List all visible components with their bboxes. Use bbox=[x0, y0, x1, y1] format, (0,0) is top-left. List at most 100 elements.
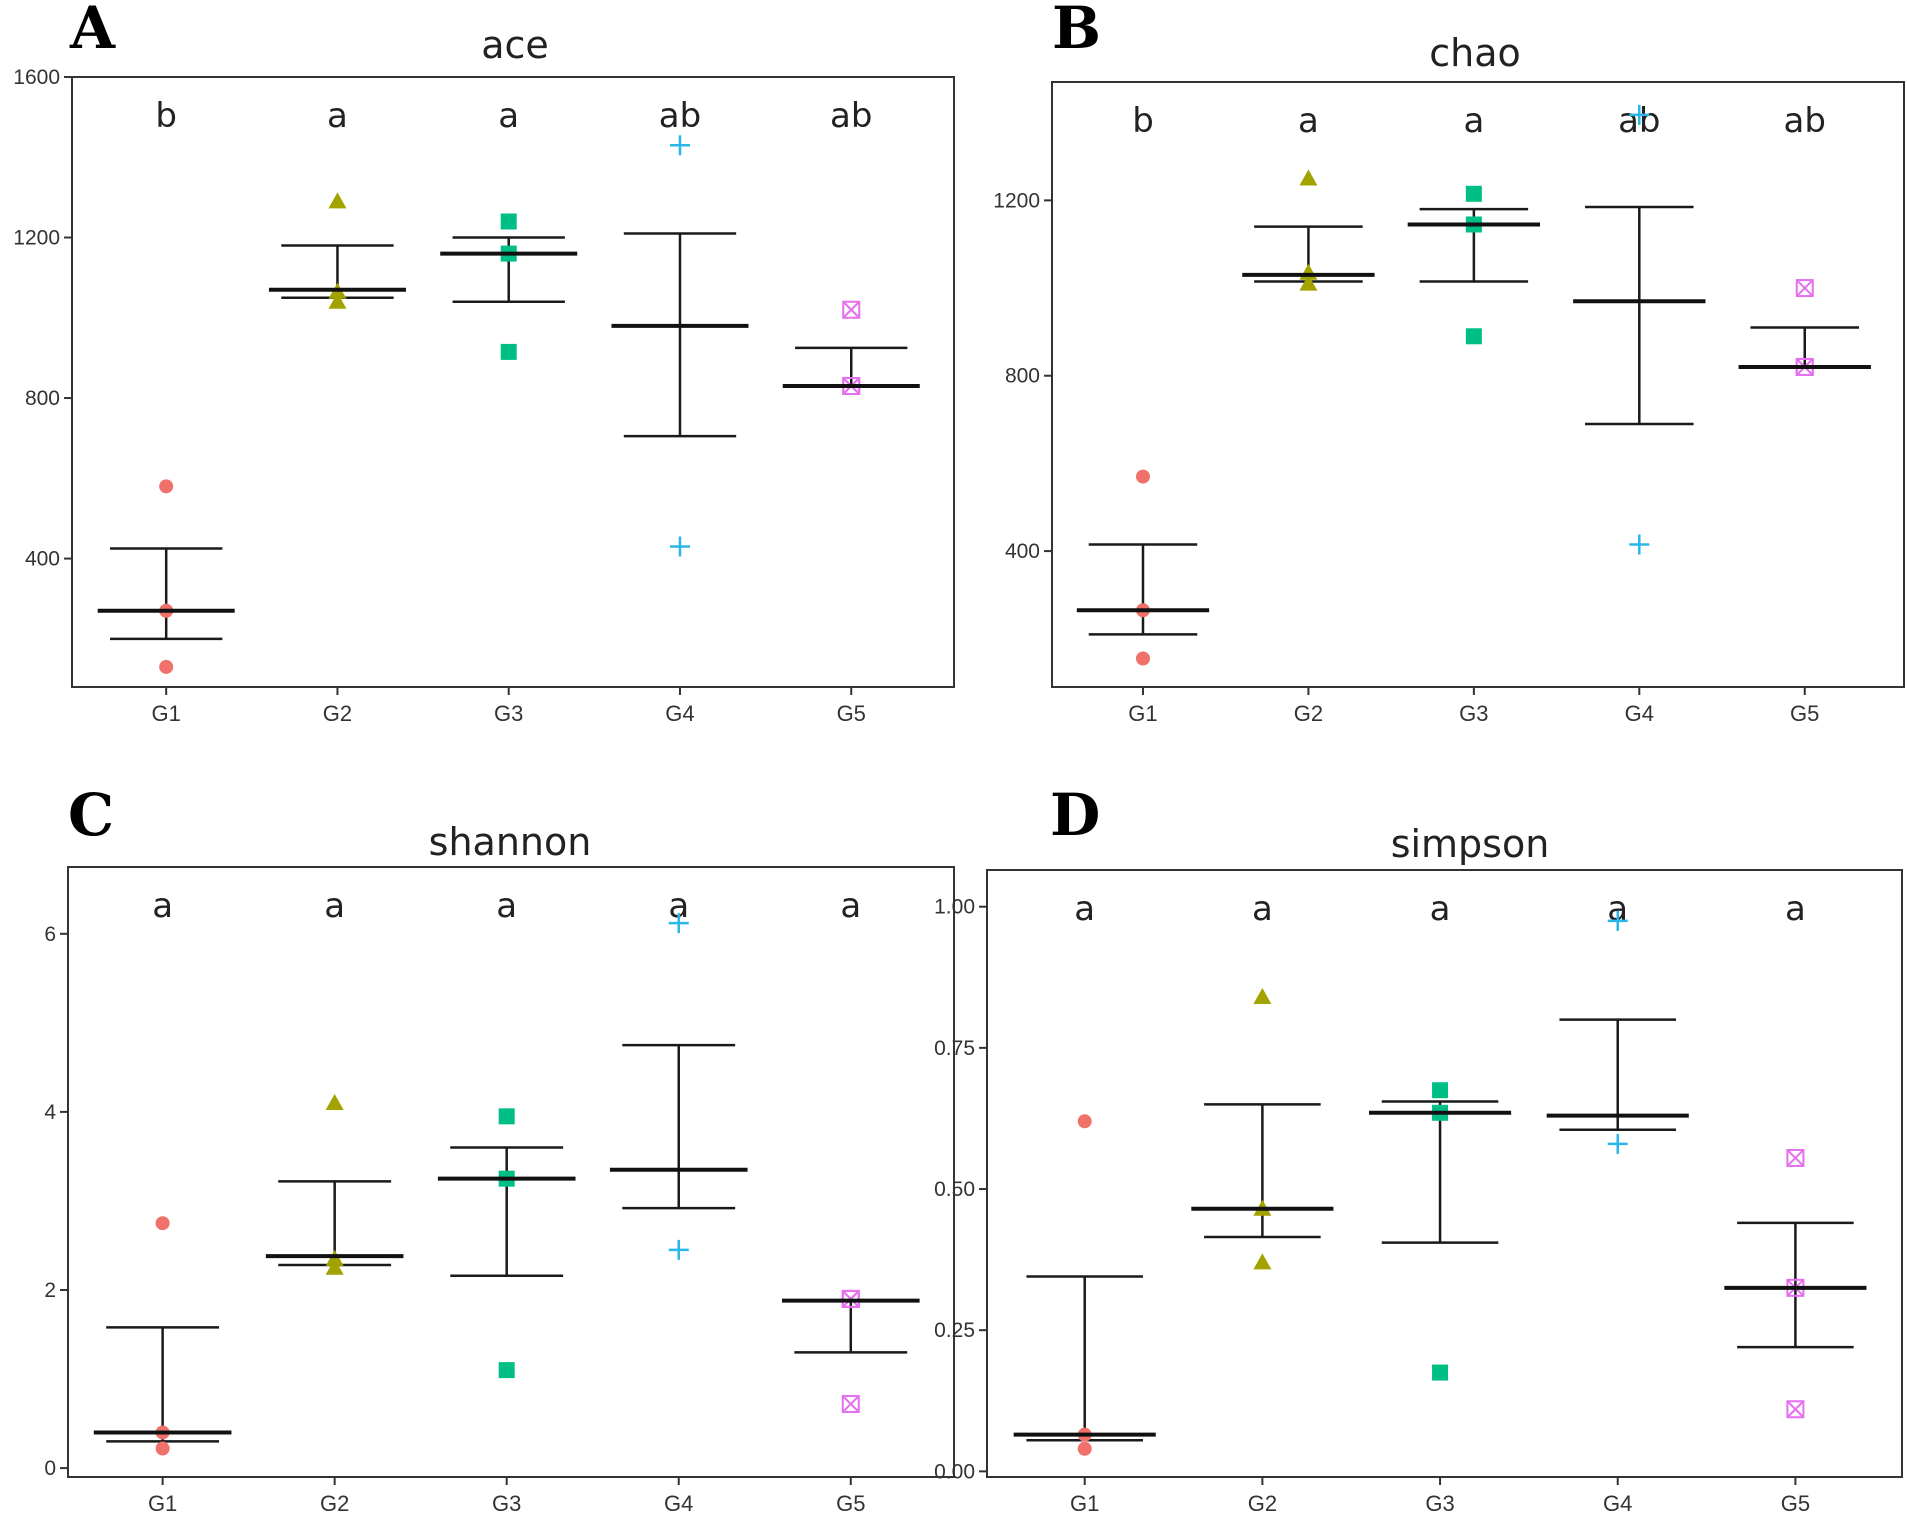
significance-letter: a bbox=[496, 886, 517, 926]
data-point-g5-box bbox=[1786, 1148, 1805, 1167]
significance-letter: a bbox=[1298, 101, 1319, 141]
data-point-g5-cross bbox=[842, 1395, 860, 1413]
data-point-g2 bbox=[325, 1258, 344, 1275]
x-tick-label: G3 bbox=[494, 701, 523, 726]
significance-letter: a bbox=[498, 96, 519, 136]
significance-letter: b bbox=[155, 96, 177, 136]
data-point-g1 bbox=[155, 1216, 170, 1231]
data-point-g3 bbox=[500, 213, 517, 230]
panel-letter: A bbox=[69, 0, 116, 62]
panel-letter: B bbox=[1052, 0, 1101, 62]
significance-letter: a bbox=[327, 96, 348, 136]
data-point-g5 bbox=[1786, 1400, 1805, 1419]
data-point-g4 bbox=[668, 1239, 689, 1260]
panel-letter: D bbox=[1050, 781, 1100, 849]
data-point-g1 bbox=[1135, 651, 1150, 666]
data-point-g2 bbox=[1253, 988, 1272, 1005]
data-point-g1 bbox=[155, 1441, 170, 1456]
data-point-g5-box bbox=[842, 300, 861, 319]
panel-title: ace bbox=[481, 23, 549, 67]
panel-title: simpson bbox=[1391, 822, 1550, 866]
significance-letter: a bbox=[1785, 889, 1806, 929]
data-point-g5-cross bbox=[842, 301, 860, 319]
plot-frame bbox=[986, 869, 1903, 1478]
y-tick-label: 1.00 bbox=[934, 896, 975, 919]
data-point-g5-cross bbox=[1796, 279, 1814, 297]
data-point-g1 bbox=[1135, 469, 1150, 484]
data-point-g3 bbox=[1432, 1364, 1449, 1381]
y-tick-label: 0.50 bbox=[934, 1178, 975, 1201]
x-tick-label: G1 bbox=[1128, 701, 1157, 726]
data-point-g2 bbox=[1299, 274, 1318, 291]
y-tick-label: 1600 bbox=[13, 66, 60, 89]
data-point-g3 bbox=[1465, 328, 1482, 345]
x-tick-label: G2 bbox=[1248, 1491, 1277, 1515]
data-point-g3 bbox=[500, 343, 517, 360]
plot-frame bbox=[67, 866, 955, 1478]
y-tick-label: 0.75 bbox=[934, 1037, 975, 1060]
significance-letter: a bbox=[324, 886, 345, 926]
y-tick-label: 6 bbox=[44, 923, 56, 946]
panel-title: shannon bbox=[429, 820, 592, 864]
x-tick-label: G3 bbox=[492, 1491, 521, 1515]
data-point-g1 bbox=[1077, 1441, 1092, 1456]
significance-letter: a bbox=[668, 886, 689, 926]
x-tick-label: G1 bbox=[1070, 1491, 1099, 1515]
y-tick-label: 1200 bbox=[13, 227, 60, 250]
significance-letter: a bbox=[1607, 889, 1628, 929]
x-tick-label: G4 bbox=[664, 1491, 693, 1515]
data-point-g4 bbox=[669, 536, 690, 557]
significance-letter: a bbox=[1430, 889, 1451, 929]
data-point-g2 bbox=[328, 192, 347, 209]
x-tick-label: G5 bbox=[1790, 701, 1819, 726]
y-tick-label: 4 bbox=[44, 1101, 56, 1124]
data-point-g5-cross bbox=[1786, 1149, 1805, 1167]
data-point-g4 bbox=[1629, 534, 1650, 555]
panel-letter: C bbox=[68, 781, 114, 849]
y-tick-label: 2 bbox=[44, 1279, 56, 1302]
data-point-g5-box bbox=[1786, 1400, 1805, 1419]
significance-letter: a bbox=[152, 886, 173, 926]
x-tick-label: G1 bbox=[148, 1491, 177, 1515]
x-tick-label: G2 bbox=[1294, 701, 1323, 726]
significance-letter: a bbox=[1074, 889, 1095, 929]
x-tick-label: G2 bbox=[320, 1491, 349, 1515]
data-point-g5 bbox=[842, 300, 861, 319]
data-point-g5-box bbox=[841, 1394, 860, 1413]
data-point-g4 bbox=[1607, 1133, 1628, 1154]
data-point-g3 bbox=[1432, 1082, 1449, 1099]
x-tick-label: G3 bbox=[1425, 1491, 1454, 1515]
plot-frame bbox=[1051, 81, 1905, 688]
x-tick-label: G4 bbox=[1625, 701, 1654, 726]
data-point-g4 bbox=[1629, 104, 1650, 125]
data-point-g2 bbox=[1253, 1253, 1272, 1270]
y-tick-label: 400 bbox=[25, 548, 60, 571]
y-tick-label: 0.00 bbox=[934, 1460, 975, 1483]
data-point-g2 bbox=[328, 292, 347, 309]
y-tick-label: 1200 bbox=[993, 189, 1040, 212]
data-point-g3 bbox=[1465, 185, 1482, 202]
y-tick-label: 0.25 bbox=[934, 1319, 975, 1342]
data-point-g5 bbox=[1786, 1148, 1805, 1167]
y-tick-label: 800 bbox=[25, 387, 60, 410]
y-tick-label: 0 bbox=[44, 1457, 56, 1480]
y-tick-label: 400 bbox=[1005, 540, 1040, 563]
data-point-g5 bbox=[1795, 279, 1814, 298]
data-point-g5-box bbox=[1795, 279, 1814, 298]
data-point-g5-cross bbox=[1786, 1400, 1805, 1418]
data-point-g1 bbox=[159, 659, 174, 674]
data-point-g2 bbox=[1299, 169, 1318, 186]
significance-letter: ab bbox=[830, 96, 872, 136]
x-tick-label: G2 bbox=[323, 701, 352, 726]
significance-letter: a bbox=[1463, 101, 1484, 141]
x-tick-label: G5 bbox=[837, 701, 866, 726]
significance-letter: a bbox=[1252, 889, 1273, 929]
significance-letter: ab bbox=[1784, 101, 1826, 141]
significance-letter: a bbox=[840, 886, 861, 926]
x-tick-label: G4 bbox=[665, 701, 694, 726]
